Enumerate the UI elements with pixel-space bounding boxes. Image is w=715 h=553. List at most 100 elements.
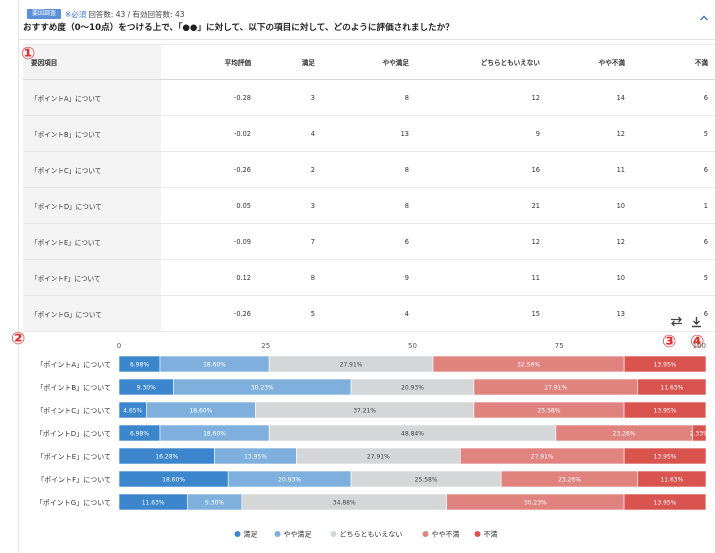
table-header-row: 要因項目 平均評価 満足 やや満足 どちらともいえない やや不満 不満 [23, 44, 715, 80]
factor-table: 要因項目 平均評価 満足 やや満足 どちらともいえない やや不満 不満 「ポイン… [23, 44, 715, 332]
table-cell: -0.28 [161, 79, 259, 116]
table-header[interactable]: どちらともいえない [417, 44, 548, 80]
data-label: 13.95% [654, 454, 677, 461]
category-label: 「ポイントA」について [36, 361, 111, 369]
table-cell: 3 [259, 79, 323, 116]
row-label: 「ポイントD」について [23, 187, 161, 224]
category-label: 「ポイントG」について [36, 499, 111, 507]
data-label: 32.56% [517, 362, 540, 369]
marker-2: ② [11, 329, 26, 349]
data-label: 13.95% [654, 362, 677, 369]
table-cell: 13 [548, 295, 633, 332]
data-label: 34.88% [333, 500, 356, 507]
data-label: 18.60% [203, 362, 226, 369]
table-cell: 4 [259, 115, 323, 152]
row-label: 「ポイントC」について [23, 151, 161, 188]
legend-marker [234, 531, 241, 537]
table-cell: 0.12 [161, 259, 259, 296]
table-cell: 10 [548, 187, 633, 224]
table-cell: -0.02 [161, 115, 259, 152]
row-label: 「ポイントA」について [23, 79, 161, 116]
table-row: 「ポイントE」について -0.09 7 6 12 12 6 [23, 223, 715, 260]
table-cell: 13 [323, 115, 417, 152]
table-header[interactable]: 不満 [633, 44, 715, 80]
data-label: 30.23% [251, 385, 274, 392]
table-row: 「ポイントD」について 0.05 3 8 21 10 1 [23, 187, 715, 224]
bar-segment [623, 401, 707, 419]
legend-marker [274, 531, 281, 537]
data-label: 18.60% [203, 431, 226, 438]
table-cell: 12 [417, 223, 548, 260]
table-cell: 1 [633, 187, 715, 224]
table-cell: -0.26 [161, 295, 259, 332]
data-label: 20.93% [278, 477, 301, 484]
table-cell: 7 [259, 223, 323, 260]
bar-segment [623, 493, 707, 511]
data-label: 48.84% [401, 431, 424, 438]
data-label: 20.93% [401, 385, 424, 392]
x-tick-label: 25 [261, 342, 270, 350]
data-label: 18.60% [189, 408, 212, 415]
table-cell: 12 [548, 223, 633, 260]
category-label: 「ポイントC」について [36, 407, 111, 415]
table-row: 「ポイントB」について -0.02 4 13 9 12 5 [23, 115, 715, 152]
table-cell: 6 [323, 223, 417, 260]
table-cell: 5 [633, 259, 715, 296]
category-label: 「ポイントF」について [37, 476, 111, 484]
x-tick-label: 100 [693, 342, 706, 350]
table-cell: 0.05 [161, 187, 259, 224]
data-label: 27.91% [544, 385, 567, 392]
question-title: おすすめ度（0〜10点）をつける上で、「●●」に対して、以下の項目に対して、どの… [23, 23, 454, 33]
legend-marker [422, 531, 429, 537]
table-header[interactable]: 平均評価 [161, 44, 259, 80]
table-cell: 21 [417, 187, 548, 224]
table-header[interactable]: 満足 [259, 44, 323, 80]
table-cell: 15 [417, 295, 548, 332]
row-label: 「ポイントE」について [23, 223, 161, 260]
legend-label: やや満足 [284, 531, 312, 539]
table-cell: 12 [548, 115, 633, 152]
category-label: 「ポイントE」について [37, 453, 111, 461]
data-label: 30.23% [524, 500, 547, 507]
marker-3: ③ [662, 332, 677, 352]
row-label: 「ポイントF」について [23, 259, 161, 296]
response-count: 回答数: 43 / 有効回答数: 43 [88, 9, 185, 19]
download-icon[interactable] [691, 316, 702, 331]
chevron-up-icon[interactable] [699, 14, 709, 25]
data-label: 13.95% [654, 408, 677, 415]
table-cell: -0.09 [161, 223, 259, 260]
swap-icon[interactable] [670, 316, 683, 330]
stacked-bar-chart: 0 25 50 75 100 「ポイントA」について 6.98% 18.60% 27.91% 32… [36, 342, 709, 539]
data-label: 9.30% [205, 500, 224, 507]
category-label: 「ポイントB」について [36, 384, 111, 392]
table-row: 「ポイントG」について -0.26 5 4 15 13 6 [23, 295, 715, 332]
table-cell: 5 [259, 295, 323, 332]
data-label: 23.26% [613, 431, 636, 438]
category-label: 「ポイントD」について [36, 430, 111, 438]
table-header[interactable]: やや満足 [323, 44, 417, 80]
data-label: 9.30% [137, 385, 156, 392]
bar-segment [623, 447, 707, 465]
data-label: 6.98% [130, 362, 149, 369]
bar-segment [637, 470, 707, 488]
table-header[interactable]: 要因項目 [23, 44, 161, 80]
bar-segment [623, 355, 707, 373]
data-label: 13.95% [244, 454, 267, 461]
table-cell: 8 [323, 79, 417, 116]
table-cell: 9 [323, 259, 417, 296]
table-cell: 14 [548, 79, 633, 116]
data-label: 18.60% [162, 477, 185, 484]
required-mark: ※必須 [65, 9, 87, 19]
table-header[interactable]: やや不満 [548, 44, 633, 80]
table-cell: 3 [259, 187, 323, 224]
legend-label: やや不満 [432, 531, 460, 539]
table-cell: 8 [323, 151, 417, 188]
legend-label: 満足 [244, 531, 258, 539]
marker-1: ① [21, 44, 36, 64]
table-cell: 10 [548, 259, 633, 296]
marker-4: ④ [690, 332, 705, 352]
data-label: 37.21% [353, 408, 376, 415]
table-cell: 11 [548, 151, 633, 188]
question-header: 要因調査 ※必須 回答数: 43 / 有効回答数: 43 おすすめ度（0〜10点… [19, 0, 715, 40]
legend-marker [474, 531, 481, 537]
